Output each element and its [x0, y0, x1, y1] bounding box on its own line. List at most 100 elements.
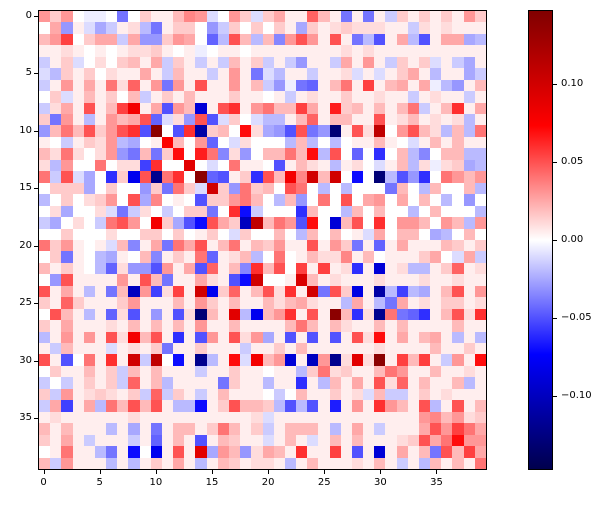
heatmap-cell	[474, 377, 486, 389]
heatmap-cell	[228, 148, 241, 160]
heatmap-cell	[262, 331, 274, 344]
heatmap-cell	[329, 388, 341, 401]
heatmap-cell	[173, 446, 185, 458]
heatmap-cell	[161, 125, 174, 137]
heatmap-cell	[150, 251, 162, 263]
heatmap-cell	[374, 102, 386, 115]
heatmap-cell	[106, 297, 118, 309]
heatmap-cell	[195, 434, 207, 447]
y-tick-mark	[34, 360, 38, 362]
heatmap-cell	[83, 320, 95, 332]
heatmap-cell	[184, 91, 196, 103]
heatmap-cell	[284, 217, 297, 229]
heatmap-cell	[251, 457, 263, 469]
heatmap-cell	[329, 45, 341, 57]
heatmap-cell	[374, 91, 386, 103]
heatmap-cell	[184, 79, 196, 92]
heatmap-cell	[128, 228, 140, 240]
heatmap-cell	[150, 114, 162, 126]
heatmap-cell	[117, 171, 129, 183]
heatmap-cell	[273, 320, 285, 332]
heatmap-cell	[474, 239, 486, 252]
heatmap-cell	[161, 308, 174, 321]
heatmap-cell	[474, 343, 486, 355]
heatmap-cell	[206, 217, 218, 229]
heatmap-cell	[173, 262, 185, 275]
heatmap-cell	[463, 68, 475, 80]
heatmap-cell	[396, 365, 408, 378]
heatmap-cell	[262, 171, 274, 183]
heatmap-cell	[374, 354, 386, 366]
heatmap-cell	[139, 354, 151, 366]
heatmap-cell	[161, 205, 174, 218]
heatmap-cell	[396, 285, 408, 298]
heatmap-cell	[128, 91, 140, 103]
heatmap-cell	[296, 423, 308, 435]
heatmap-cell	[284, 79, 297, 92]
heatmap-cell	[173, 68, 185, 80]
heatmap-cell	[251, 377, 263, 389]
x-tick-mark	[211, 470, 213, 474]
heatmap-cell	[418, 91, 431, 103]
heatmap-cell	[396, 182, 408, 195]
heatmap-cell	[329, 354, 341, 366]
heatmap-cell	[83, 239, 95, 252]
heatmap-cell	[206, 68, 218, 80]
heatmap-cell	[329, 22, 341, 34]
heatmap-cell	[184, 297, 196, 309]
heatmap-cell	[128, 205, 140, 218]
heatmap-cell	[50, 320, 62, 332]
heatmap-cell	[228, 388, 241, 401]
heatmap-cell	[418, 22, 431, 34]
heatmap-cell	[474, 411, 486, 424]
heatmap-cell	[161, 136, 174, 149]
heatmap-cell	[228, 308, 241, 321]
heatmap-cell	[329, 194, 341, 206]
heatmap-cell	[407, 411, 419, 424]
heatmap-cell	[83, 91, 95, 103]
heatmap-cell	[396, 262, 408, 275]
heatmap-cell	[50, 343, 62, 355]
heatmap-cell	[94, 228, 107, 240]
heatmap-cell	[50, 159, 62, 172]
heatmap-cell	[206, 423, 218, 435]
heatmap-cell	[396, 343, 408, 355]
heatmap-cell	[50, 297, 62, 309]
heatmap-cell	[72, 228, 84, 240]
heatmap-cell	[396, 171, 408, 183]
heatmap-cell	[284, 114, 297, 126]
heatmap-cell	[150, 434, 162, 447]
heatmap-cell	[284, 446, 297, 458]
heatmap-cell	[117, 388, 129, 401]
y-tick-label: 30	[19, 354, 32, 366]
heatmap-cell	[273, 308, 285, 321]
heatmap-cell	[72, 182, 84, 195]
heatmap-cell	[318, 354, 330, 366]
heatmap-cell	[385, 400, 397, 412]
heatmap-cell	[50, 377, 62, 389]
heatmap-cell	[396, 148, 408, 160]
heatmap-cell	[374, 457, 386, 469]
heatmap-cell	[139, 239, 151, 252]
heatmap-cell	[396, 56, 408, 69]
heatmap-cell	[262, 159, 274, 172]
heatmap-cell	[463, 331, 475, 344]
heatmap-cell	[318, 102, 330, 115]
heatmap-cell	[273, 171, 285, 183]
heatmap-cell	[441, 205, 453, 218]
heatmap-cell	[273, 274, 285, 286]
heatmap-cell	[296, 33, 308, 46]
heatmap-cell	[262, 56, 274, 69]
heatmap-cell	[407, 262, 419, 275]
heatmap-cell	[128, 114, 140, 126]
heatmap-cell	[318, 331, 330, 344]
heatmap-cell	[106, 125, 118, 137]
heatmap-cell	[251, 446, 263, 458]
heatmap-cell	[307, 457, 319, 469]
heatmap-cell	[318, 446, 330, 458]
heatmap-cell	[262, 251, 274, 263]
heatmap-cell	[39, 56, 51, 69]
heatmap-cell	[228, 205, 241, 218]
heatmap-cell	[50, 205, 62, 218]
heatmap-cell	[240, 388, 252, 401]
